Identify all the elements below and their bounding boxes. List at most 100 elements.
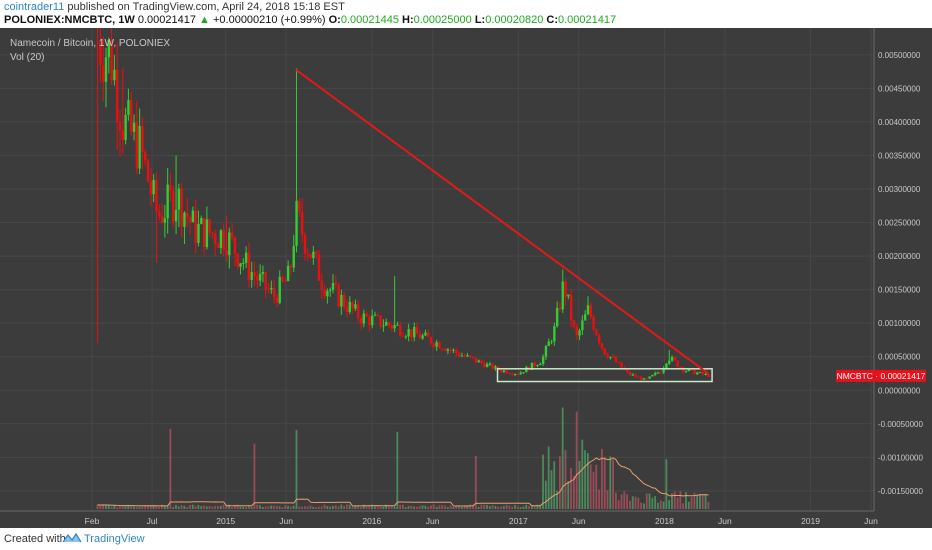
ohlc-readout: POLONIEX:NMCBTC, 1W 0.00021417 ▲ +0.0000… — [4, 14, 616, 27]
candle-down — [511, 373, 514, 375]
volume-bar — [533, 505, 536, 509]
candle-up — [385, 322, 388, 326]
volume-bar — [539, 504, 542, 509]
candle-down — [158, 211, 161, 217]
price-chart[interactable]: 0.00500000 0.00450000 0.00400000 0.00350000… — [0, 28, 932, 528]
candle-up — [258, 273, 262, 281]
candle-down — [99, 42, 102, 66]
candle-up — [435, 342, 438, 347]
candle-down — [600, 343, 604, 349]
price-change: +0.00000210 (+0.99%) — [212, 14, 326, 26]
volume-bar — [516, 506, 519, 509]
candle-up — [609, 356, 612, 358]
support-zone-box — [496, 368, 713, 383]
candle-down — [230, 232, 234, 238]
price-tick-label: 0.00350000 — [878, 151, 921, 160]
tradingview-brand[interactable]: TradingView — [84, 533, 145, 545]
volume-bar — [687, 501, 690, 509]
candle-down — [149, 181, 153, 195]
candle-down — [614, 357, 618, 363]
price-tick-label: 0.00250000 — [878, 219, 921, 228]
volume-bar — [345, 504, 348, 509]
volume-bar — [278, 506, 281, 509]
candle-up — [704, 374, 707, 376]
candle-up — [642, 378, 646, 380]
volume-bar — [239, 506, 242, 509]
trendline[interactable] — [295, 68, 709, 375]
volume-bar — [480, 504, 483, 509]
time-axis[interactable]: Feb Jul 2015 Jun 2016 Jun 2017 Jun 2018 Jun 2019 Ju… — [85, 516, 878, 526]
price-tick-label: -0.00100000 — [878, 453, 923, 462]
volume-bar — [494, 505, 497, 509]
symbol-label: POLONIEX:NMCBTC, 1W — [4, 14, 135, 26]
candle-down — [272, 287, 276, 298]
volume-bar — [488, 506, 491, 509]
volume-bar — [133, 506, 135, 509]
candle-down — [247, 252, 251, 280]
volume-bar — [463, 505, 466, 509]
volume-bar — [147, 505, 149, 509]
volume-bar — [491, 505, 494, 509]
candle-down — [575, 326, 578, 336]
candle-up — [687, 369, 691, 372]
price-tag: NMCBTC · 0.00021417 — [836, 369, 926, 382]
volume-bar — [385, 504, 388, 509]
volume-bar — [354, 505, 357, 509]
candle-up — [197, 223, 200, 243]
candle-down — [180, 188, 183, 227]
candle-down — [483, 363, 486, 368]
candle-down — [682, 367, 685, 372]
candle-up — [152, 179, 155, 195]
volume-bar — [250, 507, 253, 509]
volume-bar — [690, 497, 693, 509]
low-value: 0.00020820 — [485, 14, 544, 26]
candle-down — [606, 354, 609, 358]
volume-bar — [326, 506, 329, 509]
volume-bar — [416, 506, 418, 509]
chart-area[interactable]: 0.00500000 0.00450000 0.00400000 0.00350000… — [0, 28, 932, 528]
candle-up — [544, 346, 548, 357]
volume-bar — [466, 505, 469, 509]
candle-up — [124, 114, 127, 140]
candle-down — [320, 280, 323, 290]
candle-up — [452, 349, 455, 351]
candle-down — [455, 349, 458, 354]
volume-bar — [502, 506, 505, 509]
volume-bar — [404, 507, 407, 509]
candle-up — [555, 307, 559, 327]
volume-bar — [388, 506, 390, 509]
price-tick-label: -0.00050000 — [878, 420, 923, 429]
candle-down — [564, 281, 567, 297]
candle-down — [572, 320, 576, 327]
price-tick-label: 0.00150000 — [878, 286, 921, 295]
candle-up — [163, 218, 167, 223]
candle-down — [141, 125, 144, 153]
price-axis[interactable]: 0.00500000 0.00450000 0.00400000 0.00350000… — [878, 51, 923, 496]
candle-up — [348, 301, 351, 312]
candle-down — [418, 333, 422, 339]
candle-down — [225, 250, 228, 256]
candle-down — [202, 218, 206, 248]
candle-down — [298, 200, 301, 212]
volume-bar — [180, 505, 183, 509]
price-tick-label: 0.00100000 — [878, 319, 921, 328]
candle-up — [371, 315, 374, 326]
high-value: 0.00025000 — [413, 14, 472, 26]
volume-bar — [264, 506, 267, 509]
volume-bar — [155, 505, 158, 509]
candle-down — [208, 219, 211, 233]
candle-up — [421, 335, 424, 339]
volume-bar — [460, 506, 463, 509]
candle-up — [513, 373, 517, 375]
volume-bar — [427, 506, 430, 509]
candle-up — [530, 362, 534, 370]
volume-bar — [191, 504, 194, 509]
time-tick-label: 2016 — [362, 516, 381, 526]
author-link[interactable]: cointrader11 — [4, 1, 65, 13]
candle-down — [334, 283, 337, 285]
volume-bar — [163, 505, 166, 509]
volume-bar — [707, 501, 710, 509]
candle-down — [264, 272, 267, 290]
candle-down — [379, 315, 382, 327]
candle-down — [306, 253, 309, 255]
